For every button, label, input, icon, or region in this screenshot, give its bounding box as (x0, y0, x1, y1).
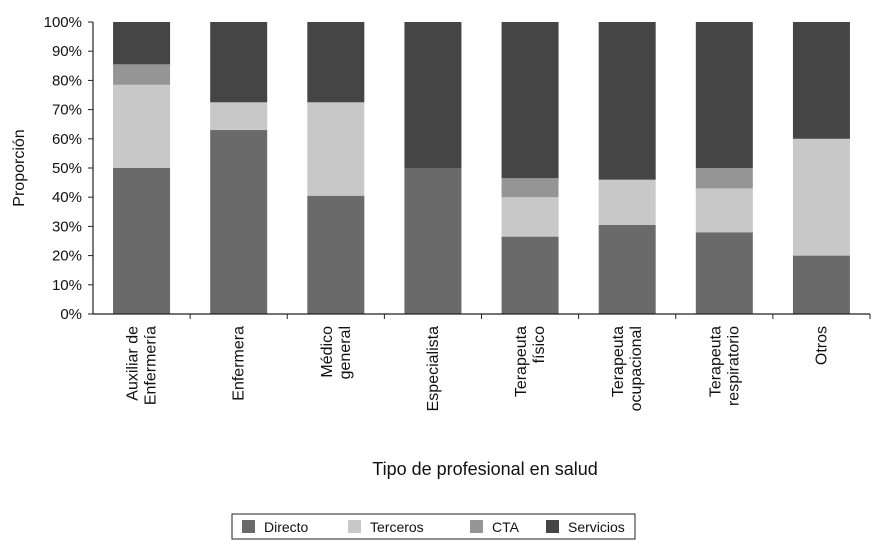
y-tick-label: 50% (52, 160, 82, 177)
bar-segment-servicios (307, 22, 365, 103)
bar-segment-directo (210, 130, 268, 314)
legend-swatch-terceros (348, 520, 361, 533)
x-tick-label: Terapeuta (513, 326, 530, 397)
bar-segment-cta (113, 64, 171, 85)
bar-segment-terceros (792, 138, 850, 256)
x-tick-label: Enfermera (231, 326, 248, 401)
bar-segment-cta (695, 168, 753, 189)
bar-segment-terceros (113, 84, 171, 168)
bar-segment-terceros (307, 102, 365, 196)
legend-label: Terceros (370, 519, 424, 535)
x-tick-label: físico (531, 326, 548, 363)
legend-box (231, 513, 636, 540)
x-tick-label: Especialista (425, 326, 442, 411)
y-tick-label: 60% (52, 131, 82, 148)
legend-swatch-cta (470, 520, 483, 533)
bar-segment-servicios (210, 22, 268, 103)
x-tick-label: Terapeuta (610, 326, 627, 397)
x-tick-label: Médico (319, 326, 336, 378)
y-tick-label: 100% (44, 14, 82, 31)
x-tick-label: ocupacional (628, 326, 645, 411)
bar-segment-directo (792, 255, 850, 314)
bar-segment-terceros (501, 197, 559, 237)
legend: Directo Terceros CTA Servicios (231, 513, 636, 540)
y-tick-label: 70% (52, 102, 82, 119)
x-tick-label: Auxiliar de (125, 326, 142, 401)
x-tick-labels: Auxiliar de Enfermería Enfermera Médico gene… (125, 326, 831, 412)
axes-layer (92, 22, 870, 315)
bar-segment-directo (113, 168, 171, 314)
y-tick-label: 80% (52, 72, 82, 89)
y-tick-label: 20% (52, 248, 82, 265)
bar-segment-directo (307, 195, 365, 314)
x-tick-label: Otros (813, 326, 830, 365)
y-axis-title: Proporción (11, 129, 28, 206)
bar-segment-directo (501, 236, 559, 314)
y-ticks: 0% 10% 20% 30% 40% 50% 60% 70% 80% 90% 100% (44, 14, 93, 323)
x-axis-title: Tipo de profesional en salud (372, 459, 597, 479)
x-tick-label: Terapeuta (707, 326, 724, 397)
bar-segment-cta (501, 178, 559, 198)
bars-layer (113, 22, 871, 319)
bar-segment-servicios (113, 22, 171, 65)
bar-segment-terceros (210, 102, 268, 131)
bar-segment-servicios (404, 22, 462, 168)
y-tick-label: 40% (52, 189, 82, 206)
x-tick-label: respiratorio (725, 326, 742, 406)
y-tick-label: 0% (60, 306, 82, 323)
bar-segment-terceros (695, 188, 753, 233)
bar-segment-directo (695, 232, 753, 314)
y-tick-label: 90% (52, 43, 82, 60)
bar-segment-terceros (598, 179, 656, 225)
y-tick-label: 30% (52, 218, 82, 235)
bar-segment-servicios (792, 22, 850, 139)
bar-segment-servicios (501, 22, 559, 179)
legend-swatch-directo (242, 520, 255, 533)
legend-label: Servicios (568, 519, 625, 535)
legend-swatch-servicios (546, 520, 559, 533)
bar-segment-directo (598, 224, 656, 314)
x-tick-label: Enfermería (143, 326, 160, 405)
legend-label: Directo (264, 519, 309, 535)
legend-label: CTA (492, 519, 520, 535)
x-tick-label: general (337, 326, 354, 379)
bar-segment-servicios (695, 22, 753, 168)
bar-segment-directo (404, 168, 462, 314)
y-tick-label: 10% (52, 277, 82, 294)
bar-segment-servicios (598, 22, 656, 180)
